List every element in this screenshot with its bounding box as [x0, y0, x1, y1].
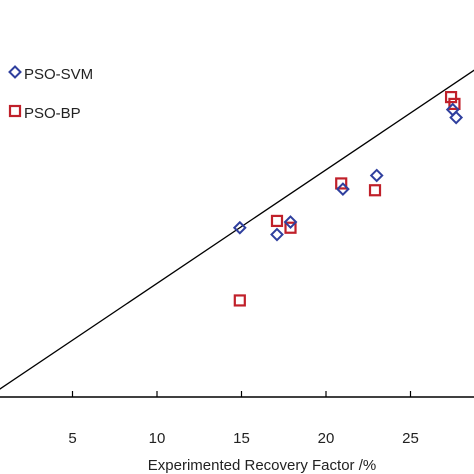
legend-label-pso-bp: PSO-BP: [24, 105, 81, 122]
x-tick-label: 25: [402, 430, 419, 447]
legend-label-pso-svm: PSO-SVM: [24, 66, 93, 83]
data-points: [232, 90, 464, 307]
pso-svm-point: [283, 215, 298, 229]
x-tick-label: 20: [318, 430, 335, 447]
pso-bp-point: [284, 221, 297, 234]
pso-svm-point: [270, 227, 284, 242]
legend-diamond-marker: [8, 65, 22, 79]
pso-bp-point: [448, 97, 461, 111]
pso-svm-point: [335, 182, 350, 197]
legend-item-pso-bp: PSO-BP: [8, 104, 81, 122]
legend: PSO-SVM PSO-BP: [8, 65, 93, 122]
pso-svm-point: [449, 110, 464, 125]
pso-bp-point: [444, 90, 458, 104]
pso-bp-point: [335, 177, 348, 190]
legend-item-pso-svm: PSO-SVM: [8, 65, 93, 83]
x-tick-label: 10: [149, 430, 166, 447]
pso-bp-point: [270, 214, 284, 228]
pso-svm-point: [369, 168, 384, 183]
pso-bp-point: [233, 294, 246, 307]
pso-bp-point: [368, 184, 382, 197]
x-tick-labels: 51015202530: [68, 391, 419, 447]
pso-svm-point: [232, 220, 247, 235]
fit-line-layer: [0, 69, 474, 390]
x-tick-label: 5: [68, 430, 76, 447]
fit-line: [0, 69, 474, 390]
x-axis-title: Experimented Recovery Factor /%: [148, 457, 376, 474]
legend-square-marker: [8, 104, 22, 118]
x-tick-label: 15: [233, 430, 250, 447]
